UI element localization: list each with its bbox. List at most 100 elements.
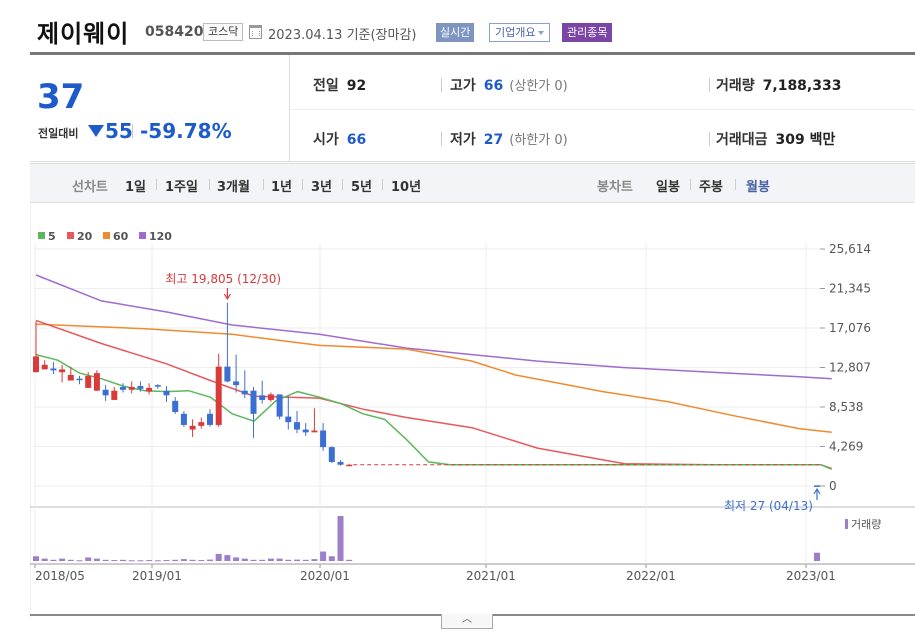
stock-name: 제이웨이 bbox=[37, 20, 130, 48]
volume-bar bbox=[241, 558, 248, 561]
candle-body bbox=[85, 375, 92, 388]
volume-bar bbox=[59, 558, 66, 561]
clip-guard bbox=[30, 507, 915, 515]
x-tick-label: 2021/01 bbox=[466, 569, 516, 583]
divider bbox=[709, 78, 710, 92]
y-tick-label: 8,538 bbox=[829, 400, 863, 414]
volume-bar bbox=[50, 559, 57, 561]
period-1y[interactable]: 1년 bbox=[271, 180, 293, 195]
candle-body bbox=[41, 364, 48, 370]
open-value: 66 bbox=[346, 132, 367, 148]
period-10y[interactable]: 10년 bbox=[391, 180, 422, 195]
candle-body bbox=[93, 373, 100, 391]
candle-body bbox=[259, 395, 266, 400]
period-3m[interactable]: 3개월 bbox=[217, 180, 250, 195]
managed-stock-badge[interactable]: 관리종목 bbox=[562, 23, 613, 42]
chart-svg: 25,614 21,345 17,076 12,807 8,538 4,269 0 2018/… bbox=[30, 203, 915, 617]
max-arrow-head bbox=[223, 293, 231, 301]
legend-label: 120 bbox=[149, 230, 172, 243]
market-badge: 코스닥 bbox=[203, 23, 244, 41]
candle-body bbox=[320, 430, 327, 448]
period-1d[interactable]: 1일 bbox=[125, 180, 147, 195]
line-chart-label: 선차트 bbox=[72, 180, 108, 195]
divider bbox=[209, 179, 210, 190]
candle-body bbox=[33, 356, 39, 373]
candle-body bbox=[302, 429, 309, 433]
y-tick-label: 0 bbox=[829, 479, 837, 493]
change-label: 전일대비 bbox=[38, 127, 79, 140]
prev-close-label: 전일 bbox=[313, 78, 339, 94]
candle-body bbox=[207, 413, 213, 425]
company-overview-button[interactable]: 기업개요 bbox=[489, 23, 551, 42]
period-3y[interactable]: 3년 bbox=[311, 180, 333, 195]
volume-bar bbox=[120, 559, 126, 561]
amount-label: 거래대금 bbox=[716, 132, 768, 148]
candle-body bbox=[111, 390, 118, 400]
candle-body bbox=[814, 485, 820, 487]
amount-value: 309 백만 bbox=[775, 132, 836, 148]
volume-bar bbox=[93, 558, 100, 561]
candle-monthly[interactable]: 월봉 bbox=[746, 180, 770, 195]
prev-close-value: 92 bbox=[346, 78, 367, 94]
candle-body bbox=[294, 422, 300, 430]
chevron-down-icon bbox=[538, 31, 545, 35]
moving-average-ma60 bbox=[35, 323, 832, 434]
divider bbox=[382, 179, 383, 190]
volume-bar bbox=[328, 556, 335, 561]
legend-swatch bbox=[139, 232, 146, 239]
candle-daily[interactable]: 일봉 bbox=[656, 180, 680, 195]
stock-code: 058420 bbox=[145, 24, 204, 40]
candle-body bbox=[215, 366, 222, 425]
volume-value: 7,188,333 bbox=[762, 78, 842, 94]
period-bar: 선차트 1일 1주일 3개월 1년 3년 5년 10년 봉차트 일봉 주봉 월봉 bbox=[30, 163, 915, 203]
volume-bar bbox=[189, 559, 196, 561]
candle-body bbox=[154, 385, 161, 387]
candle-body bbox=[189, 425, 196, 430]
row-divider bbox=[291, 109, 915, 110]
candle-body bbox=[128, 386, 135, 390]
volume-bar bbox=[76, 560, 83, 562]
header-divider bbox=[30, 52, 915, 55]
candle-weekly[interactable]: 주봉 bbox=[699, 180, 723, 195]
legend-label: 20 bbox=[77, 230, 93, 243]
period-5y[interactable]: 5년 bbox=[351, 180, 373, 195]
upper-limit-note: (상한가 0) bbox=[509, 79, 568, 94]
volume-bar bbox=[302, 559, 309, 561]
open-label: 시가 bbox=[313, 132, 339, 148]
min-arrow-head bbox=[813, 487, 821, 495]
low-label: 저가 bbox=[450, 132, 476, 148]
x-tick-label: 2019/01 bbox=[132, 569, 182, 583]
volume-bar bbox=[285, 559, 292, 561]
candle-body bbox=[198, 422, 205, 426]
y-tick-label: 17,076 bbox=[829, 321, 871, 335]
legend-swatch bbox=[103, 232, 110, 239]
volume-bar bbox=[294, 559, 300, 561]
candle-body bbox=[233, 381, 240, 386]
legend-swatch bbox=[38, 232, 45, 239]
y-tick-label: 25,614 bbox=[829, 242, 871, 256]
divider bbox=[263, 179, 264, 190]
divider bbox=[735, 179, 736, 190]
volume-bar bbox=[128, 560, 135, 562]
y-tick-label: 4,269 bbox=[829, 440, 863, 454]
candle-body bbox=[59, 369, 66, 373]
down-arrow-icon bbox=[88, 125, 104, 137]
legend-label: 5 bbox=[48, 230, 56, 243]
volume-bar bbox=[111, 560, 118, 562]
low-price: 저가 27 (하한가 0) bbox=[450, 129, 568, 149]
candle-body bbox=[102, 389, 109, 396]
change-amount: 55 bbox=[105, 119, 133, 143]
period-1w[interactable]: 1주일 bbox=[165, 180, 198, 195]
candle-body bbox=[346, 464, 353, 467]
high-label: 고가 bbox=[450, 78, 476, 94]
volume: 거래량 7,188,333 bbox=[716, 75, 841, 95]
volume-bar bbox=[346, 559, 353, 561]
volume-legend-swatch bbox=[845, 519, 848, 529]
candle-body bbox=[267, 394, 274, 400]
realtime-button[interactable]: 실시간 bbox=[436, 23, 475, 42]
volume-bar bbox=[67, 559, 74, 561]
volume-label: 거래량 bbox=[716, 78, 755, 94]
moving-average-ma120 bbox=[35, 274, 832, 380]
volume-bar bbox=[198, 560, 205, 562]
chevron-up-icon[interactable]: ︿ bbox=[441, 614, 493, 629]
